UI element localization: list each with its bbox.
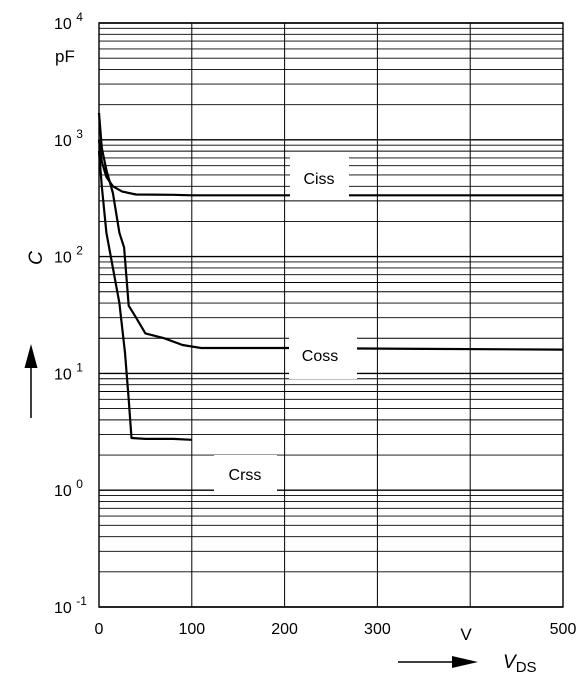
curve-label-ciss: Ciss (303, 171, 334, 188)
y-tick-exponent: -1 (76, 594, 87, 608)
y-tick-label: 10 1 (54, 360, 83, 383)
y-axis-arrow (24, 344, 38, 418)
y-tick-labels: 10 410 310 210 110 010 -1 (54, 10, 87, 617)
y-tick-base: 10 (54, 133, 76, 150)
y-tick-base: 10 (54, 16, 76, 33)
series-line-ciss (97, 139, 563, 197)
curve-label-crss: Crss (229, 467, 262, 484)
y-tick-exponent: 0 (76, 477, 83, 491)
y-unit-label: pF (55, 47, 75, 66)
y-tick-base: 10 (54, 366, 76, 383)
y-tick-label: 10 -1 (54, 594, 87, 617)
y-tick-exponent: 4 (76, 10, 83, 24)
x-axis-label: VDS (503, 652, 537, 676)
curve-label-bg-crss (214, 455, 277, 493)
x-tick-label: 0 (95, 621, 104, 638)
plot-frame (98, 22, 564, 608)
x-tick-label: 100 (178, 621, 205, 638)
series-layer (97, 112, 564, 441)
x-tick-label: 300 (364, 621, 391, 638)
y-axis-label: C (26, 251, 47, 265)
curve-label-coss: Coss (302, 348, 338, 365)
grid (98, 22, 564, 608)
x-tick-labels: 0 100 200 300 500 (95, 621, 577, 638)
x-unit-label: V (460, 625, 472, 644)
y-tick-label: 10 4 (54, 10, 83, 33)
series-line-crss (97, 151, 192, 441)
x-tick-label: 500 (550, 621, 577, 638)
x-tick-label: 200 (271, 621, 298, 638)
x-axis-arrow (398, 656, 478, 668)
y-tick-exponent: 3 (76, 127, 83, 141)
curve-label-bg-coss (289, 333, 357, 379)
y-tick-exponent: 2 (76, 244, 83, 258)
x-axis-label-sub: DS (516, 659, 537, 676)
y-tick-base: 10 (54, 600, 76, 617)
curve-label-bg-ciss (290, 157, 349, 199)
y-tick-base: 10 (54, 250, 76, 267)
y-tick-label: 10 0 (54, 477, 83, 500)
y-tick-base: 10 (54, 483, 76, 500)
y-tick-exponent: 1 (76, 360, 83, 374)
curve-labels: Ciss Coss Crss (214, 157, 357, 493)
y-tick-label: 10 3 (54, 127, 83, 150)
y-tick-label: 10 2 (54, 244, 83, 267)
series-line-coss (97, 112, 564, 351)
x-axis-label-main: V (503, 652, 518, 673)
